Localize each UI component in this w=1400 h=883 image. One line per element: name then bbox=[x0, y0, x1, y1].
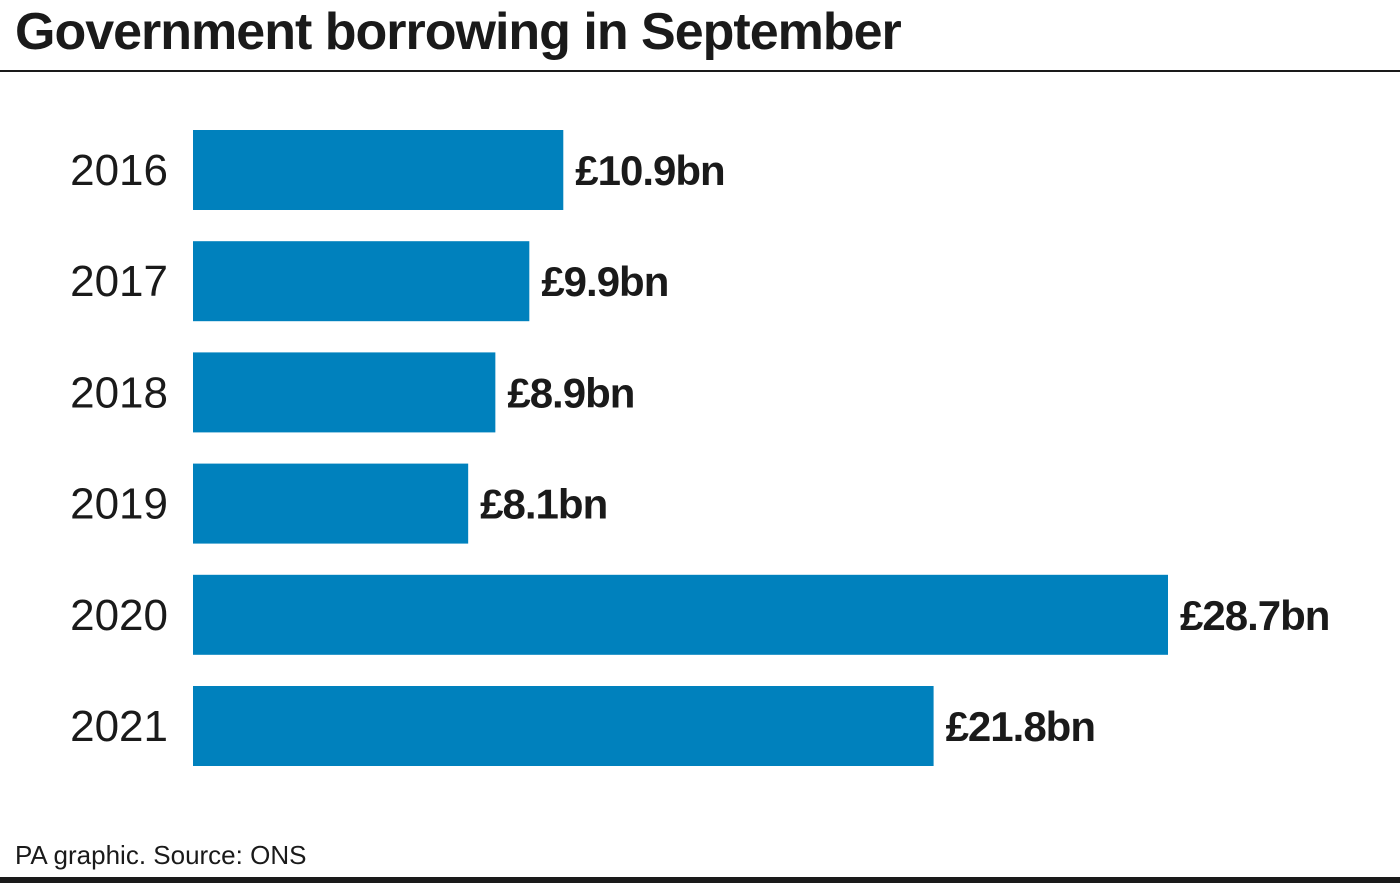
category-label-2016: 2016 bbox=[70, 146, 168, 195]
bar-2021 bbox=[193, 686, 934, 766]
value-label-2021: £21.8bn bbox=[946, 703, 1095, 750]
category-label-2018: 2018 bbox=[70, 368, 168, 417]
chart-title: Government borrowing in September bbox=[15, 3, 902, 61]
bar-2017 bbox=[193, 241, 530, 322]
bar-2019 bbox=[193, 463, 469, 544]
category-label-2020: 2020 bbox=[70, 591, 168, 640]
value-label-2018: £8.9bn bbox=[507, 369, 634, 416]
bars-layer bbox=[193, 130, 1168, 766]
source-note: PA graphic. Source: ONS bbox=[15, 840, 307, 870]
title-divider bbox=[0, 70, 1400, 72]
category-label-2021: 2021 bbox=[70, 702, 168, 751]
bar-2018 bbox=[193, 352, 496, 433]
category-label-2019: 2019 bbox=[70, 480, 168, 529]
category-label-2017: 2017 bbox=[70, 257, 168, 306]
value-label-2017: £9.9bn bbox=[541, 258, 668, 305]
value-label-2019: £8.1bn bbox=[480, 481, 607, 528]
bar-2016 bbox=[193, 130, 564, 210]
bottom-divider bbox=[0, 877, 1400, 883]
bar-2020 bbox=[193, 574, 1168, 655]
value-label-2020: £28.7bn bbox=[1180, 592, 1329, 639]
labels-layer: 2016 £10.9bn 2017 £9.9bn 2018 £8.9bn 2019 £8.1b… bbox=[70, 146, 1330, 751]
value-label-2016: £10.9bn bbox=[575, 147, 724, 194]
